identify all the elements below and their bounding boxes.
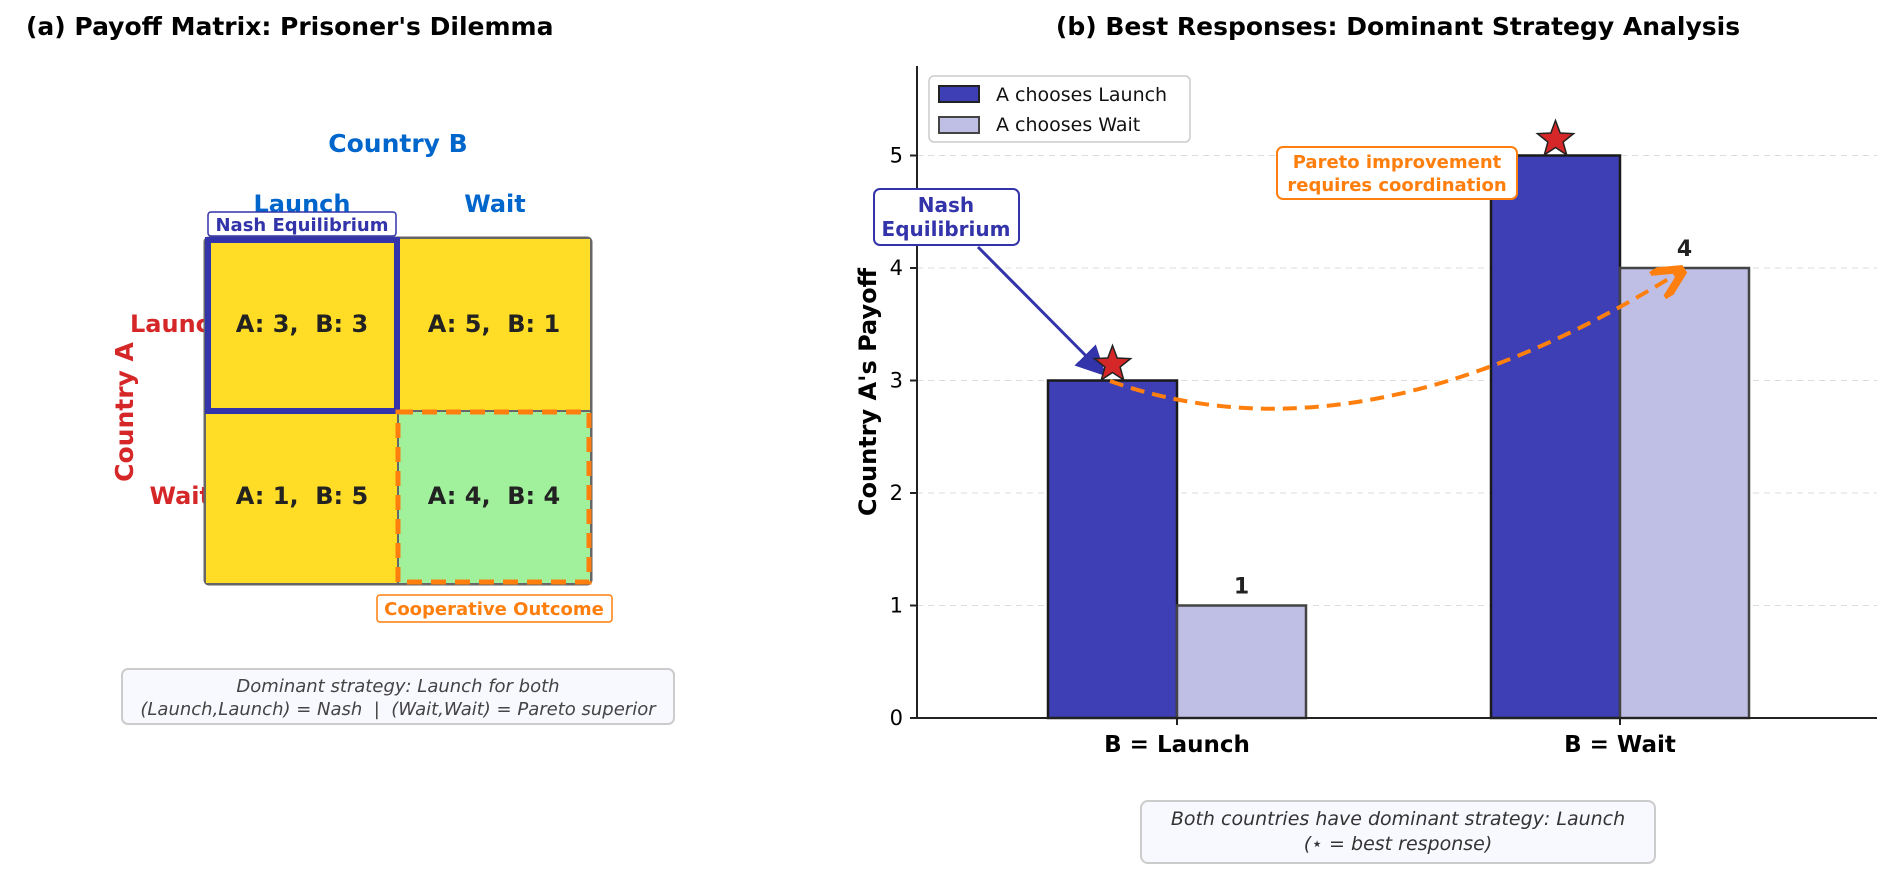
panel-a-note-box bbox=[121, 668, 675, 725]
row-label-wait: Wait bbox=[149, 482, 211, 510]
legend-swatch-launch bbox=[938, 85, 980, 103]
data-label: 4 bbox=[1677, 237, 1692, 262]
bar-launch-0 bbox=[1046, 379, 1179, 720]
star-marker bbox=[1092, 343, 1133, 382]
y-tick-label: 0 bbox=[890, 706, 903, 730]
pareto-annotation-line1: Pareto improvement bbox=[1293, 152, 1502, 173]
legend-swatch-wait bbox=[938, 116, 980, 134]
legend-label-wait: A chooses Wait bbox=[996, 114, 1140, 136]
bar-launch-1 bbox=[1489, 154, 1622, 720]
best-response-panel: (b) Best Responses: Dominant Strategy An… bbox=[854, 12, 1877, 864]
coop-label: Cooperative Outcome bbox=[384, 599, 604, 620]
y-tick-label: 2 bbox=[890, 481, 903, 505]
cell-text: A: 1, B: 5 bbox=[236, 482, 368, 510]
panel-b-note-box bbox=[1140, 800, 1656, 864]
y-ticks: 0 1 2 3 4 5 bbox=[890, 144, 917, 730]
col-label-wait: Wait bbox=[464, 190, 526, 218]
pareto-arrow bbox=[1109, 273, 1678, 411]
cell-text: A: 5, B: 1 bbox=[428, 310, 560, 338]
bar-wait-1 bbox=[1618, 266, 1751, 720]
data-labels: 14 bbox=[1234, 237, 1692, 600]
nash-annotation-box bbox=[873, 188, 1020, 246]
star-marker bbox=[1535, 118, 1576, 157]
nash-highlight bbox=[205, 237, 400, 414]
data-label: 1 bbox=[1234, 575, 1249, 600]
cell-wait-wait bbox=[398, 411, 590, 583]
cell-text: A: 3, B: 3 bbox=[236, 310, 368, 338]
y-tick-label: 1 bbox=[890, 594, 903, 618]
pareto-annotation-line2: requires coordination bbox=[1287, 175, 1506, 196]
coop-highlight bbox=[395, 409, 592, 585]
panel-b-note-line1: Both countries have dominant strategy: L… bbox=[1171, 808, 1625, 830]
cell-launch-wait bbox=[398, 239, 590, 411]
col-player-label: Country B bbox=[328, 129, 467, 158]
payoff-matrix-panel: (a) Payoff Matrix: Prisoner's Dilemma Co… bbox=[26, 12, 675, 725]
panel-a-note-line2: (Launch,Launch) = Nash | (Wait,Wait) = P… bbox=[140, 699, 657, 720]
legend: A chooses Launch A chooses Wait bbox=[928, 75, 1191, 143]
row-player-label: Country A bbox=[110, 341, 139, 481]
coop-label-box bbox=[376, 594, 613, 623]
y-tick-label: 5 bbox=[890, 144, 903, 168]
cell-wait-launch bbox=[206, 411, 398, 583]
nash-label-box bbox=[207, 211, 397, 237]
nash-annotation: Nash Equilibrium bbox=[882, 193, 1011, 241]
x-ticks: B = Launch B = Wait bbox=[1104, 718, 1676, 758]
y-axis-label: Country A's Payoff bbox=[854, 267, 882, 516]
panel-b-title: (b) Best Responses: Dominant Strategy An… bbox=[1056, 12, 1740, 41]
nash-label: Nash Equilibrium bbox=[215, 215, 388, 236]
panel-b-note-line2: (⋆ = best response) bbox=[1304, 833, 1493, 855]
x-tick-label: B = Launch bbox=[1104, 732, 1250, 758]
legend-box bbox=[928, 75, 1191, 143]
x-tick-label: B = Wait bbox=[1564, 732, 1676, 758]
pareto-annotation-box bbox=[1276, 146, 1518, 200]
y-tick-label: 3 bbox=[890, 369, 903, 393]
nash-annotation-line: Nash bbox=[918, 193, 974, 217]
cell-text: A: 4, B: 4 bbox=[428, 482, 560, 510]
nash-annotation-line: Equilibrium bbox=[882, 217, 1011, 241]
bar-wait-0 bbox=[1175, 604, 1308, 720]
panel-a-title: (a) Payoff Matrix: Prisoner's Dilemma bbox=[26, 12, 553, 41]
panel-a-note-line1: Dominant strategy: Launch for both bbox=[236, 676, 559, 697]
bars bbox=[1046, 154, 1751, 720]
y-tick-label: 4 bbox=[890, 256, 903, 280]
nash-arrow bbox=[976, 245, 1107, 377]
cell-launch-launch bbox=[206, 239, 398, 411]
best-response-markers bbox=[1092, 118, 1576, 382]
legend-label-launch: A chooses Launch bbox=[996, 84, 1167, 106]
